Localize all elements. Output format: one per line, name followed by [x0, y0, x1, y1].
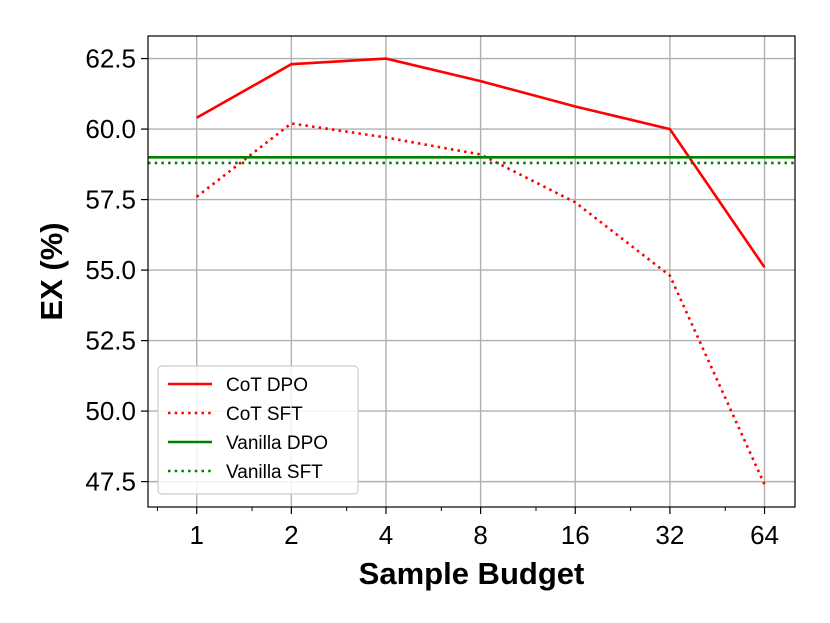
x-axis-label: Sample Budget: [359, 556, 585, 591]
grid: [148, 36, 795, 507]
series-line-cot-sft: [195, 122, 766, 485]
legend-label: CoT SFT: [226, 404, 303, 425]
x-tick-label: 32: [655, 520, 684, 550]
legend-label: CoT DPO: [226, 375, 308, 396]
x-tick-label: 1: [189, 520, 203, 550]
x-axis-ticks: 1 2 4 8 16 32 64: [156, 507, 779, 550]
x-tick-label: 4: [379, 520, 393, 550]
y-tick-label: 50.0: [85, 396, 136, 426]
y-tick-label: 57.5: [85, 185, 136, 215]
x-tick-label: 2: [284, 520, 298, 550]
x-tick-label: 64: [750, 520, 779, 550]
y-axis-ticks: 47.5 50.0 52.5 55.0 57.5 60.0 62.5: [85, 44, 148, 497]
series-line-cot-dpo: [196, 57, 766, 269]
y-tick-label: 62.5: [85, 44, 136, 74]
plot-frame: [147, 35, 796, 508]
y-axis-label: EX (%): [34, 222, 69, 320]
x-tick-label: 16: [561, 520, 590, 550]
y-tick-label: 60.0: [85, 114, 136, 144]
y-tick-label: 47.5: [85, 467, 136, 497]
legend-label: Vanilla SFT: [226, 462, 323, 483]
x-tick-label: 8: [473, 520, 487, 550]
legend: CoT DPO CoT SFT Vanilla DPO Vanilla SFT: [157, 365, 359, 495]
legend-box: [157, 365, 359, 495]
series-lines: [148, 57, 795, 485]
y-tick-label: 52.5: [85, 326, 136, 356]
y-tick-label: 55.0: [85, 255, 136, 285]
legend-label: Vanilla DPO: [226, 433, 328, 454]
